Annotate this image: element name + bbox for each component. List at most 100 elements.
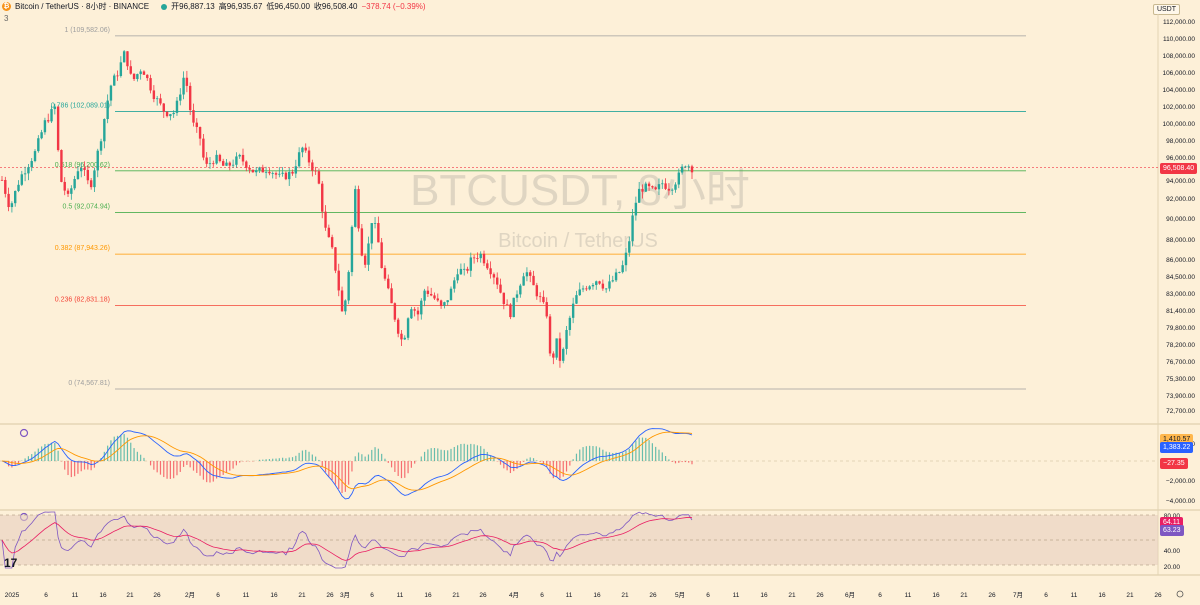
candle-body — [552, 353, 555, 358]
price-axis-tick: 86,000.00 — [1166, 257, 1195, 264]
time-axis-label: 6 — [706, 592, 710, 599]
ohlc-close: 收96,508.40 — [313, 2, 358, 11]
candle-body — [466, 268, 469, 271]
candle-body — [400, 333, 403, 340]
candle-body — [47, 120, 50, 122]
candle-body — [106, 100, 109, 120]
candle-body — [410, 309, 413, 319]
candle-body — [268, 171, 271, 174]
candle-body — [420, 300, 423, 315]
rsi-axis-tick: 20.00 — [1164, 564, 1181, 571]
time-axis-label: 26 — [988, 592, 996, 599]
candle-body — [238, 154, 241, 157]
candle-body — [119, 62, 123, 76]
candle-body — [56, 106, 60, 151]
candle-body — [278, 173, 281, 175]
candle-body — [357, 189, 360, 229]
candle-body — [505, 304, 509, 305]
candle-body — [644, 183, 647, 192]
price-axis-tick: 92,000.00 — [1166, 196, 1195, 203]
candle-body — [175, 100, 179, 113]
candle-body — [109, 85, 113, 101]
candle-body — [172, 112, 175, 115]
candle-body — [674, 184, 677, 190]
candle-body — [654, 187, 657, 190]
currency-selector[interactable]: USDT — [1152, 4, 1180, 15]
price-axis-tick: 81,400.00 — [1166, 308, 1195, 315]
candle-body — [30, 161, 33, 168]
candle-body — [261, 167, 265, 173]
time-axis-label: 21 — [298, 592, 306, 599]
candle-body — [132, 73, 136, 80]
fib-level-label: 0.5 (92,074.94) — [63, 203, 110, 210]
candle-body — [195, 122, 198, 128]
candle-body — [83, 167, 86, 170]
candle-body — [677, 172, 680, 185]
rsi-axis-tick: 80.00 — [1164, 513, 1181, 520]
last-price-badge: 96,508.40 — [1160, 162, 1198, 174]
candle-body — [614, 272, 618, 281]
candle-body — [406, 318, 410, 338]
candle-body — [380, 242, 383, 269]
candle-body — [548, 316, 552, 354]
candle-body — [317, 171, 321, 184]
price-axis-tick: 102,000.00 — [1162, 104, 1195, 111]
candle-body — [350, 226, 354, 273]
candle-body — [459, 268, 463, 275]
candle-body — [621, 265, 624, 273]
indicator-count[interactable]: 3 — [4, 14, 9, 23]
candle-body — [291, 171, 294, 174]
candle-body — [661, 183, 664, 185]
candle-body — [456, 274, 459, 281]
candle-body — [604, 288, 608, 290]
candle-body — [436, 298, 439, 301]
time-axis-label: 7月 — [1013, 591, 1023, 599]
candle-body — [377, 223, 380, 243]
candle-body — [192, 110, 195, 123]
candle-body — [89, 180, 93, 188]
candle-body — [525, 272, 529, 277]
candle-body — [284, 172, 288, 180]
candle-body — [496, 277, 499, 285]
price-axis-tick: 104,000.00 — [1162, 87, 1195, 94]
candle-body — [463, 268, 466, 270]
rsi-axis-tick: 40.00 — [1164, 548, 1181, 555]
candle-body — [113, 75, 116, 86]
candle-body — [116, 75, 119, 77]
candle-body — [598, 281, 601, 284]
price-axis-tick: 78,200.00 — [1166, 342, 1195, 349]
symbol-title[interactable]: Bitcoin / TetherUS · 8小时 · BINANCE — [15, 2, 150, 11]
time-axis-label: 16 — [760, 592, 768, 599]
candle-body — [301, 147, 304, 153]
candle-body — [581, 288, 585, 290]
price-axis-tick: 76,700.00 — [1166, 359, 1195, 366]
price-axis-tick: 108,000.00 — [1162, 53, 1195, 60]
time-axis-label: 26 — [153, 592, 161, 599]
price-axis-tick: 106,000.00 — [1162, 70, 1195, 77]
time-axis-label: 6 — [216, 592, 220, 599]
candle-body — [228, 162, 231, 166]
candle-body — [126, 51, 129, 67]
time-axis-label: 16 — [270, 592, 278, 599]
candle-body — [383, 268, 387, 279]
candle-body — [565, 329, 568, 349]
candle-body — [393, 303, 397, 320]
time-axis-label: 11 — [905, 592, 912, 599]
macd-axis-tick: −4,000.00 — [1166, 498, 1195, 505]
candle-body — [136, 74, 139, 80]
candle-body — [33, 151, 37, 162]
candle-body — [367, 243, 370, 265]
candle-body — [86, 169, 90, 181]
ohlc-change: −378.74 (−0.39%) — [361, 2, 426, 11]
candle-body — [327, 227, 331, 238]
price-axis-tick: 90,000.00 — [1166, 216, 1195, 223]
watermark-sub: Bitcoin / TetherUS — [498, 230, 658, 252]
candle-body — [202, 138, 205, 158]
time-axis-label: 26 — [326, 592, 334, 599]
candle-body — [555, 338, 558, 358]
macd-badge-2: 1,383.22 — [1160, 442, 1194, 453]
time-axis-label: 6 — [1044, 592, 1048, 599]
candle-body — [14, 190, 17, 204]
candle-body — [188, 85, 192, 111]
